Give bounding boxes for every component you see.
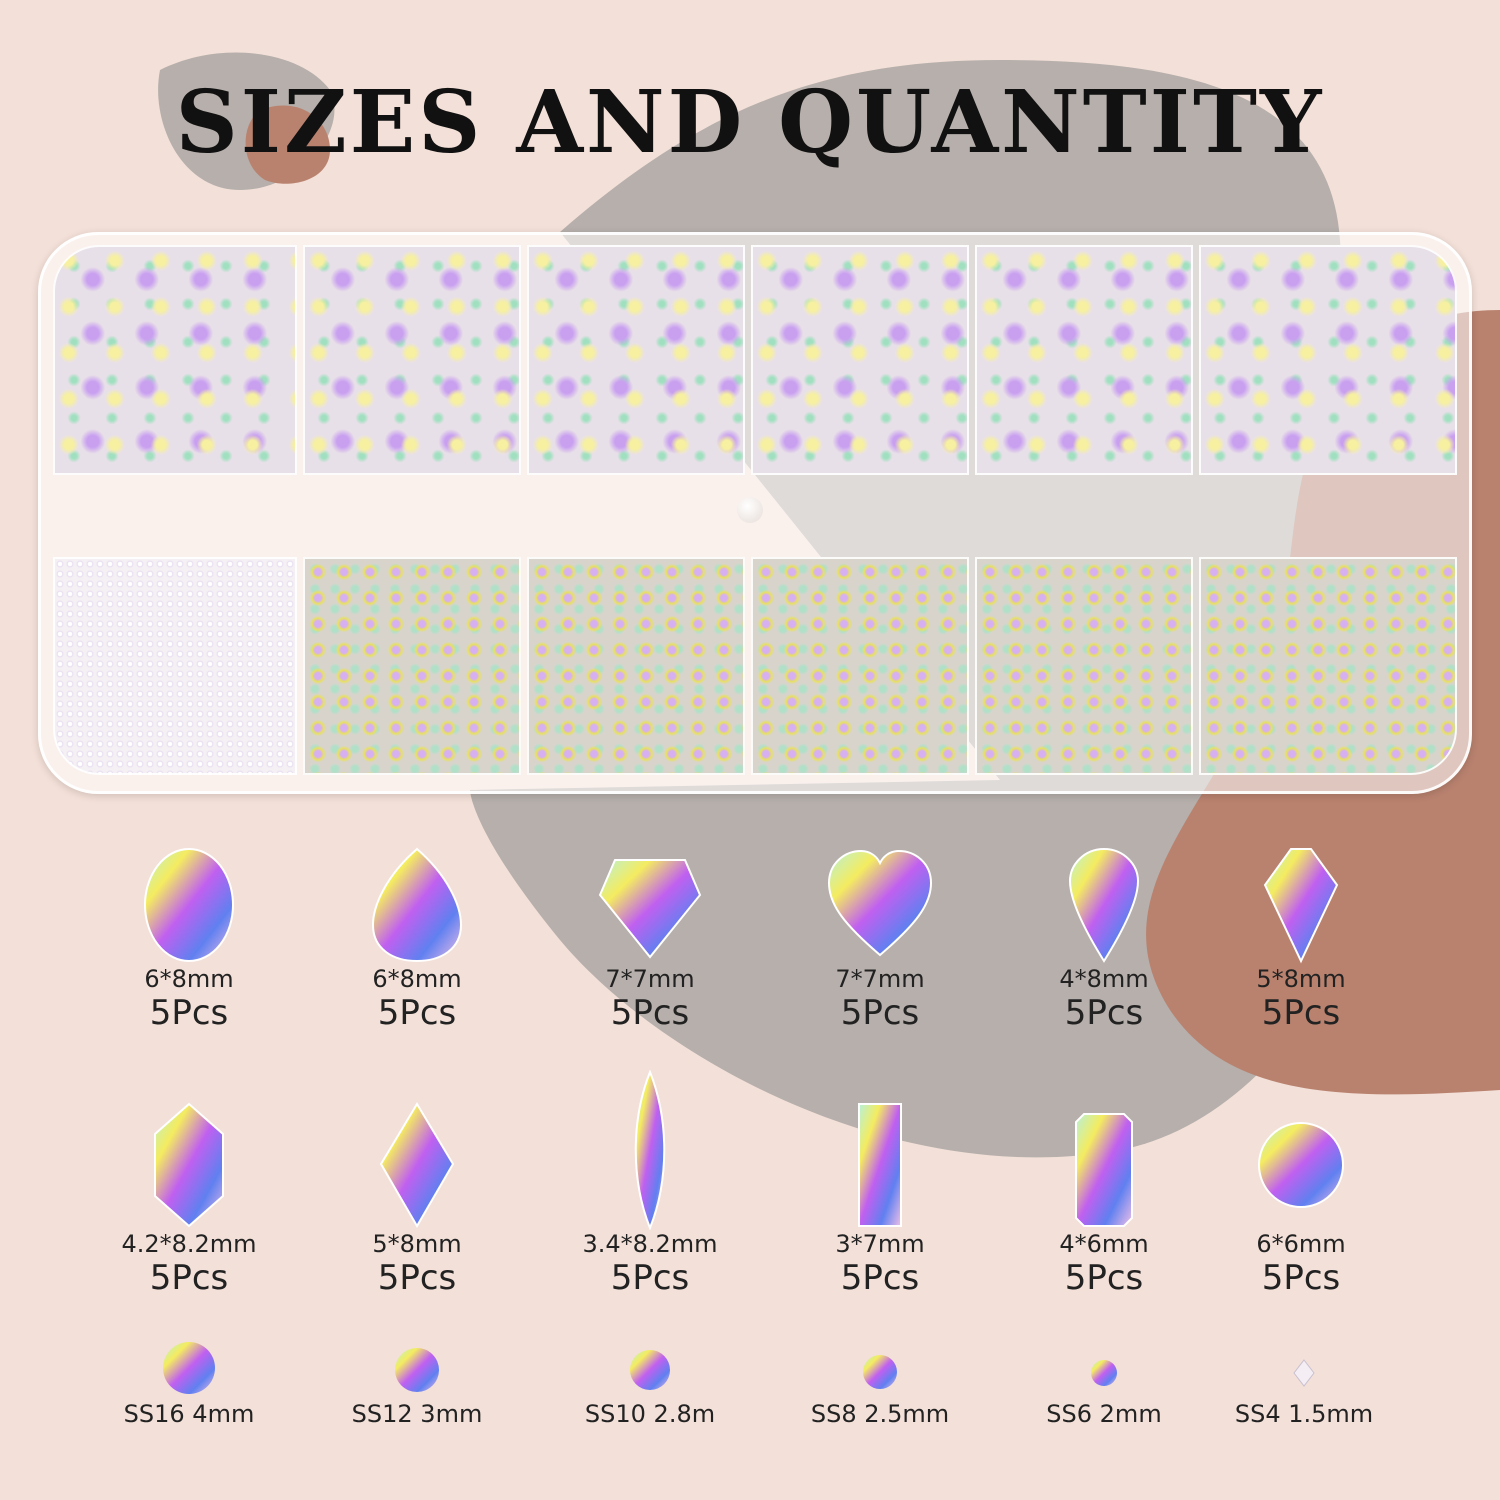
gem-size: 6*6mm	[1256, 1230, 1346, 1258]
round-size: SS16 4mm	[123, 1400, 255, 1428]
round-size: SS12 3mm	[351, 1400, 483, 1428]
gem-qty: 5Pcs	[610, 993, 690, 1033]
gem-qty: 5Pcs	[1064, 993, 1144, 1033]
round-item: SS12 3mm	[302, 1340, 532, 1428]
tray-cell-ss12	[975, 557, 1193, 775]
gem-size: 4.2*8.2mm	[121, 1230, 257, 1258]
gem-size: 4*8mm	[1059, 965, 1149, 993]
gem-qty: 5Pcs	[377, 993, 457, 1033]
gem-item: 6*8mm 5Pcs	[302, 845, 532, 1033]
gem-qty: 5Pcs	[1261, 1258, 1341, 1298]
round-item: SS16 4mm	[74, 1340, 304, 1428]
gem-qty: 5Pcs	[149, 1258, 229, 1298]
small-brown-blob	[245, 105, 330, 184]
round-size: SS4 1.5mm	[1234, 1400, 1374, 1428]
tray-cell-shaped-1	[53, 245, 297, 475]
hexagon-gem-icon	[154, 1102, 224, 1228]
round-stone-icon	[395, 1348, 439, 1392]
baguette-gem-icon	[858, 1103, 902, 1227]
diamond-stone-icon	[1293, 1359, 1315, 1387]
gem-item: 5*8mm 5Pcs	[302, 1100, 532, 1298]
oval-gem-icon	[144, 848, 234, 962]
gem-size: 6*8mm	[372, 965, 462, 993]
page-title: SIZES AND QUANTITY	[175, 72, 1325, 173]
tray-cell-shaped-3	[527, 245, 745, 475]
gem-size: 3*7mm	[835, 1230, 925, 1258]
round-item: SS8 2.5mm	[765, 1340, 995, 1428]
round-item: SS4 1.5mm	[1189, 1340, 1419, 1428]
tray-hinge	[737, 497, 763, 523]
gem-qty: 5Pcs	[1064, 1258, 1144, 1298]
round-size: SS10 2.8m	[584, 1400, 716, 1428]
gem-qty: 5Pcs	[840, 1258, 920, 1298]
tray-cell-shaped-5	[975, 245, 1193, 475]
round-stone-icon	[630, 1350, 670, 1390]
kite-diamond-gem-icon	[598, 859, 702, 959]
gem-item: 4*8mm 5Pcs	[989, 845, 1219, 1033]
tray-cell-shaped-2	[303, 245, 521, 475]
rhinestone-tray	[38, 232, 1472, 794]
tray-cell-ss16	[1199, 557, 1457, 775]
teardrop-gem-icon	[371, 847, 463, 963]
gem-size: 5*8mm	[372, 1230, 462, 1258]
gem-size: 5*8mm	[1256, 965, 1346, 993]
gem-qty: 5Pcs	[377, 1258, 457, 1298]
round-stone-icon	[863, 1355, 897, 1389]
tray-cell-ss8	[527, 557, 745, 775]
gem-qty: 5Pcs	[840, 993, 920, 1033]
tray-cell-shaped-6	[1199, 245, 1457, 475]
gem-size: 3.4*8.2mm	[582, 1230, 718, 1258]
gem-qty: 5Pcs	[610, 1258, 690, 1298]
gem-item: 6*8mm 5Pcs	[74, 845, 304, 1033]
round-stone-icon	[163, 1342, 215, 1394]
gem-item: 7*7mm 5Pcs	[535, 845, 765, 1033]
round-size: SS6 2mm	[1046, 1400, 1162, 1428]
gem-qty: 5Pcs	[149, 993, 229, 1033]
gem-item: 7*7mm 5Pcs	[765, 845, 995, 1033]
gem-item: 6*6mm 5Pcs	[1186, 1120, 1416, 1298]
tray-cell-ss6	[303, 557, 521, 775]
round-size: SS8 2.5mm	[810, 1400, 950, 1428]
gem-size: 7*7mm	[605, 965, 695, 993]
gem-item: 4*6mm 5Pcs	[989, 1110, 1219, 1298]
gem-item: 5*8mm 5Pcs	[1186, 845, 1416, 1033]
round-item: SS10 2.8m	[535, 1340, 765, 1428]
tray-cell-ss4	[53, 557, 297, 775]
tray-cell-ss10	[751, 557, 969, 775]
rhombus-gem-icon	[379, 1102, 455, 1228]
round-gem-icon	[1258, 1122, 1344, 1208]
gem-item: 3.4*8.2mm 5Pcs	[535, 1070, 765, 1298]
gem-size: 6*8mm	[144, 965, 234, 993]
gem-item: 3*7mm 5Pcs	[765, 1100, 995, 1298]
gem-item: 4.2*8.2mm 5Pcs	[74, 1100, 304, 1298]
gem-qty: 5Pcs	[1261, 993, 1341, 1033]
heart-gem-icon	[827, 849, 933, 957]
octagon-gem-icon	[1075, 1113, 1133, 1227]
tray-cell-shaped-4	[751, 245, 969, 475]
kite-gem-icon	[1263, 848, 1339, 964]
round-stone-icon	[1091, 1360, 1117, 1386]
gem-size: 4*6mm	[1059, 1230, 1149, 1258]
gem-size: 7*7mm	[835, 965, 925, 993]
round-item: SS6 2mm	[989, 1340, 1219, 1428]
drop-gem-icon	[1068, 847, 1140, 963]
marquise-gem-icon	[634, 1070, 666, 1230]
